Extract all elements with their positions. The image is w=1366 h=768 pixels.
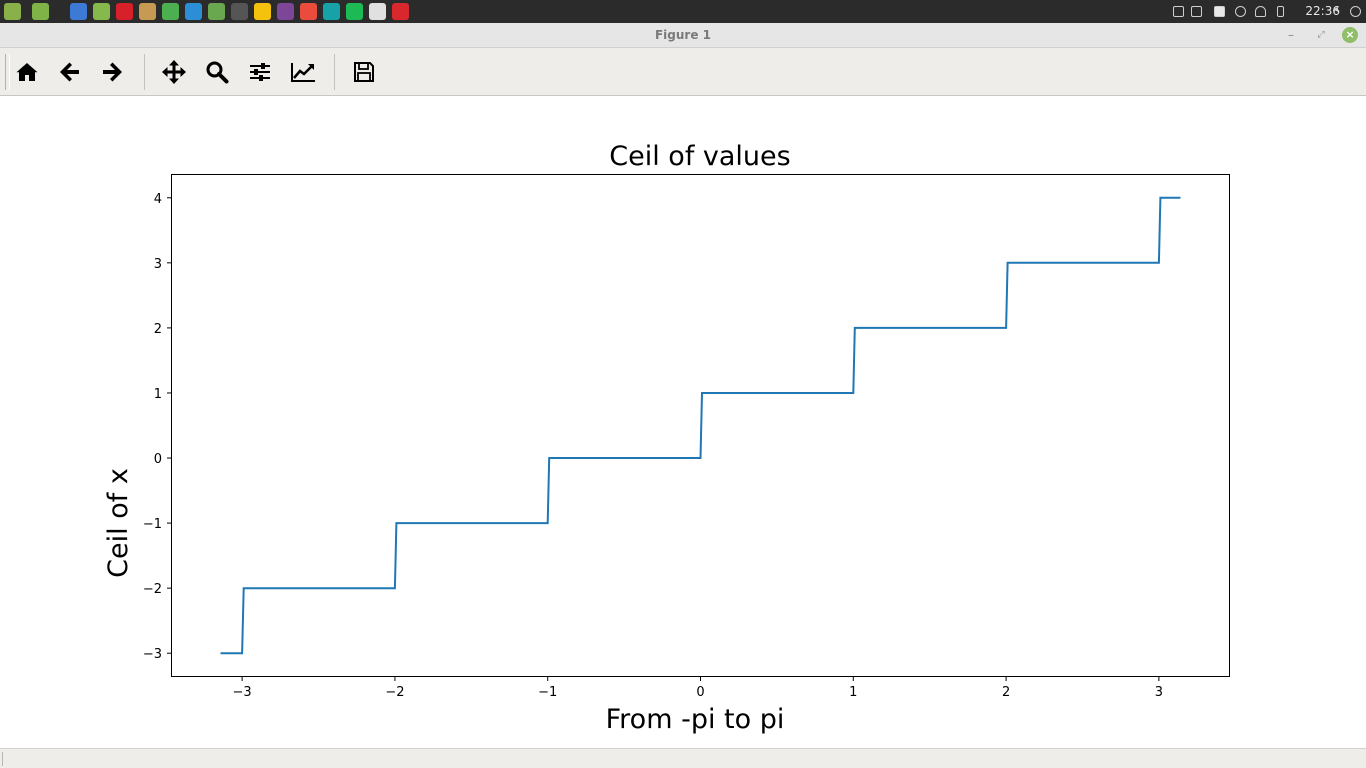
floppy-disk-icon [354,62,374,82]
sliders-icon [250,63,270,81]
navigation-toolbar [0,48,1366,96]
maximize-button[interactable]: ⤢ [1317,30,1325,40]
x-tick-label: 2 [1002,685,1010,700]
y-tick-label: −3 [143,647,162,662]
update-manager-icon[interactable] [1214,6,1225,17]
status-bar [0,748,1366,768]
arduino-icon[interactable] [323,3,340,20]
slack-icon[interactable] [254,3,271,20]
x-tick-label: −1 [538,685,557,700]
toolbar-separator [334,54,335,90]
network-manager-icon[interactable] [1173,6,1184,17]
mint-menu-icon[interactable] [4,3,21,20]
steam-icon[interactable] [369,3,386,20]
magnifier-icon [206,61,229,84]
archive-icon[interactable] [139,3,156,20]
x-tick-label: 1 [849,685,857,700]
x-tick-label: 3 [1155,685,1163,700]
android-studio-icon[interactable] [162,3,179,20]
files-icon[interactable] [93,3,110,20]
tor-browser-icon[interactable] [277,3,294,20]
texmaker-icon[interactable] [208,3,225,20]
y-tick-label: −1 [143,517,162,532]
y-tick-label: 1 [154,387,162,402]
sublime-text-icon[interactable] [231,3,248,20]
y-axis-label: Ceil of x [103,468,134,578]
close-button[interactable]: × [1342,27,1358,43]
toolbar-grip[interactable] [5,54,10,90]
toolbar-separator [144,54,145,90]
clock[interactable]: 22:36 [1305,4,1340,18]
configure-subplots-button[interactable] [244,56,276,88]
y-tick-label: 3 [154,257,162,272]
x-tick-label: −3 [233,685,252,700]
plot-area[interactable]: Ceil of values −3 −2 −1 0 1 2 3 −3 −2 −1 0 1 2 3 4 Fr… [0,96,1366,748]
screenshot-icon[interactable] [70,3,87,20]
brave-icon[interactable] [300,3,317,20]
move-icon [162,60,186,84]
window-title: Figure 1 [654,28,712,42]
battery-icon[interactable] [1277,6,1284,17]
home-icon [16,63,38,81]
forward-button[interactable] [96,56,128,88]
mega-icon[interactable] [392,3,409,20]
save-button[interactable] [348,56,380,88]
y-axis: −3 −2 −1 0 1 2 3 4 [143,192,172,662]
ceil-series-line [220,196,1181,655]
minimize-button[interactable]: – [1288,28,1294,42]
y-tick-label: 0 [154,452,162,467]
window-titlebar[interactable]: Figure 1 – ⤢ × [0,23,1366,48]
power-icon[interactable] [1350,6,1361,17]
desktop-icon[interactable] [32,3,49,20]
status-bar-grip [2,752,3,766]
back-button[interactable] [54,56,86,88]
y-tick-label: −2 [143,582,162,597]
x-tick-label: −2 [385,685,404,700]
wifi-icon[interactable] [1255,6,1266,17]
x-axis-label: From -pi to pi [606,704,785,735]
user-icon[interactable] [1235,6,1246,17]
y-tick-label: 4 [154,192,162,207]
y-tick-label: 2 [154,322,162,337]
pan-button[interactable] [158,56,190,88]
edit-axis-button[interactable] [287,56,319,88]
line-chart-icon [291,63,315,82]
display-icon[interactable] [1191,6,1202,17]
home-button[interactable] [11,56,43,88]
volume-icon[interactable]: ◂ [1333,4,1339,15]
chart-title: Ceil of values [609,141,790,172]
system-panel: 22:36 ◂ [0,0,1366,23]
opera-icon[interactable] [116,3,133,20]
figure-canvas[interactable]: Ceil of values −3 −2 −1 0 1 2 3 −3 −2 −1 0 1 2 3 4 Fr… [0,96,1366,748]
spotify-icon[interactable] [346,3,363,20]
wps-writer-icon[interactable] [185,3,202,20]
zoom-button[interactable] [201,56,233,88]
x-tick-label: 0 [696,685,704,700]
x-axis: −3 −2 −1 0 1 2 3 [233,676,1163,700]
arrow-left-icon [60,62,79,82]
arrow-right-icon [103,62,122,82]
